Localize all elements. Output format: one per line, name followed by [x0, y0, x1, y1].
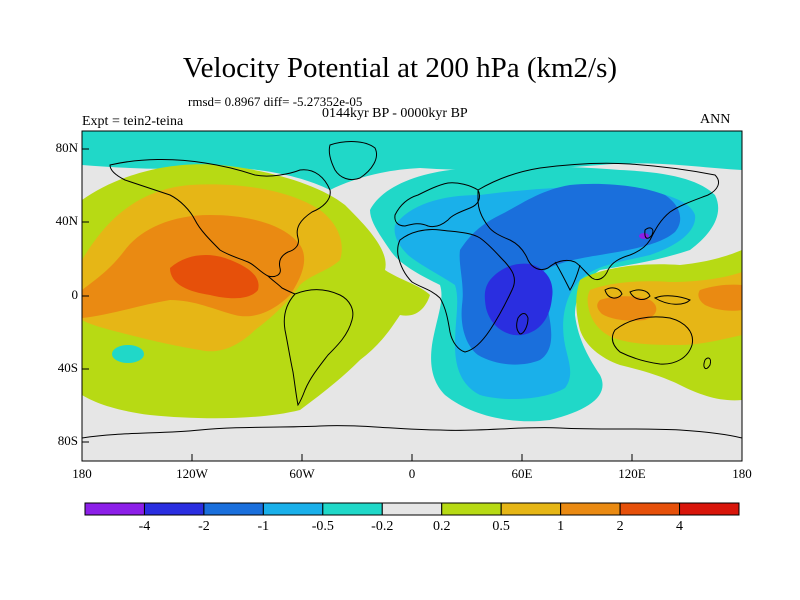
x-tick-label: 180	[732, 466, 752, 481]
contour-neg1-arctic	[82, 131, 742, 190]
colorbar	[84, 502, 740, 516]
season-label: ANN	[700, 112, 731, 127]
y-tick-label: 40S	[57, 360, 78, 375]
colorbar-swatch	[500, 502, 562, 516]
x-tick-label: 120E	[618, 466, 646, 481]
chart-title: Velocity Potential at 200 hPa (km2/s)	[182, 52, 618, 84]
subtitle-stats: rmsd= 0.8967 diff= -5.27352e-05	[188, 94, 363, 109]
subtitle-period: 0144kyr BP - 0000kyr BP	[322, 106, 468, 121]
contour-pos3-dateline	[698, 284, 742, 311]
colorbar-swatch	[143, 502, 205, 516]
x-tick-label: 120W	[176, 466, 208, 481]
colorbar-swatch	[381, 502, 443, 516]
experiment-label: Expt = tein2-teina	[82, 114, 184, 129]
y-tick-label: 80S	[57, 433, 78, 448]
colorbar-label: -1	[257, 519, 270, 534]
contour-pos3-maritime	[597, 296, 657, 321]
colorbar-label: -4	[138, 519, 151, 534]
colorbar-label: 0.5	[492, 519, 510, 534]
colorbar-swatch	[84, 502, 145, 516]
x-tick-label: 60E	[511, 466, 533, 481]
axis-ticks	[81, 148, 743, 461]
contour-neg4-africa	[484, 263, 553, 336]
colorbar-label: -2	[198, 519, 210, 534]
colorbar-swatch	[560, 502, 621, 516]
colorbar-swatch	[322, 502, 383, 516]
colorbar-label: 1	[557, 519, 565, 534]
y-tick-label: 80N	[55, 140, 78, 155]
colorbar-swatch	[262, 502, 324, 516]
y-tick-label: 0	[71, 287, 79, 302]
contour-pos4-americas	[170, 255, 259, 299]
colorbar-label: 0.2	[432, 519, 451, 534]
colorbar-label: 4	[676, 519, 684, 534]
colorbar-swatch	[619, 502, 681, 516]
colorbar-swatch	[441, 502, 502, 516]
colorbar-swatch	[203, 502, 264, 516]
y-tick-label: 40N	[55, 213, 78, 228]
coastlines	[82, 141, 742, 439]
colorbar-label: -0.5	[311, 519, 334, 534]
colorbar-label: -0.2	[371, 519, 394, 534]
x-tick-label: 60W	[289, 466, 315, 481]
colorbar-label: 2	[616, 519, 624, 534]
colorbar-swatch	[679, 502, 740, 516]
contour-neg1-spacific	[112, 345, 144, 363]
x-tick-label: 180	[72, 466, 92, 481]
x-tick-label: 0	[408, 466, 416, 481]
